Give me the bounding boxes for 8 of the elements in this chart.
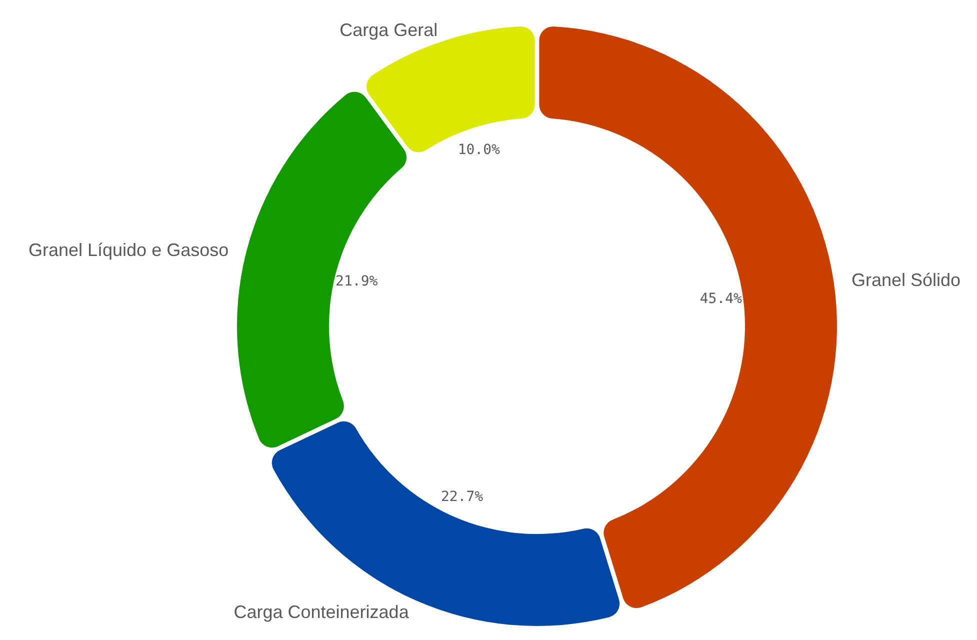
slice-label: Granel Sólido: [851, 270, 961, 290]
data-label: 22.7%: [440, 489, 484, 506]
data-label: 10.0%: [458, 142, 501, 158]
data-label: 45.4%: [700, 291, 743, 308]
data-label: 21.9%: [336, 274, 378, 290]
slice-label: Granel Líquido e Gasoso: [28, 240, 229, 260]
slice-label: Carga Conteinerizada: [234, 602, 410, 622]
slice-label: Carga Geral: [340, 20, 438, 40]
